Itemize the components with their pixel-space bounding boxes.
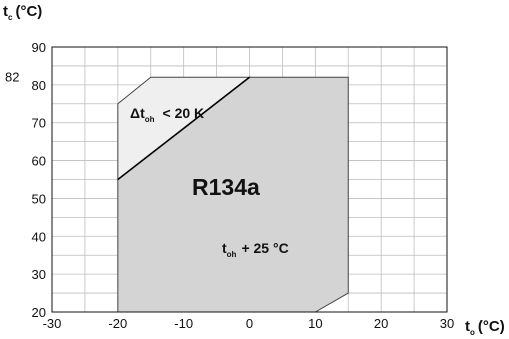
y-tick-label: 30	[32, 267, 46, 282]
x-tick-label: 0	[246, 316, 253, 331]
x-tick-label: 30	[440, 316, 454, 331]
superheat-limit-annotation: Δtoh < 20 K	[130, 105, 204, 124]
x-tick-label: -30	[43, 316, 62, 331]
tick-labels: -30 -20 -10 0 10 20 30 20 30 40 50 60 70 80 90 82	[5, 40, 454, 331]
x-tick-label: -20	[108, 316, 127, 331]
y-tick-label: 50	[32, 191, 46, 206]
y-tick-label: 90	[32, 40, 46, 55]
y-axis-label: tc (°C)	[3, 3, 42, 22]
y-extra-tick-label: 82	[5, 69, 19, 84]
y-tick-label: 70	[32, 116, 46, 131]
superheat-temperature-annotation: toh + 25 °C	[222, 240, 289, 259]
x-tick-label: 20	[374, 316, 388, 331]
plot-frame	[51, 46, 448, 313]
axes	[51, 46, 448, 313]
x-tick-label: -10	[174, 316, 193, 331]
y-tick-label: 60	[32, 154, 46, 169]
y-tick-label: 40	[32, 229, 46, 244]
y-tick-label: 20	[32, 305, 46, 320]
superheat-boundary-line	[117, 76, 250, 181]
x-tick-label: 10	[308, 316, 322, 331]
refrigerant-label: R134a	[192, 174, 260, 200]
y-tick-label: 80	[32, 78, 46, 93]
x-axis-label: to (°C)	[465, 318, 505, 337]
